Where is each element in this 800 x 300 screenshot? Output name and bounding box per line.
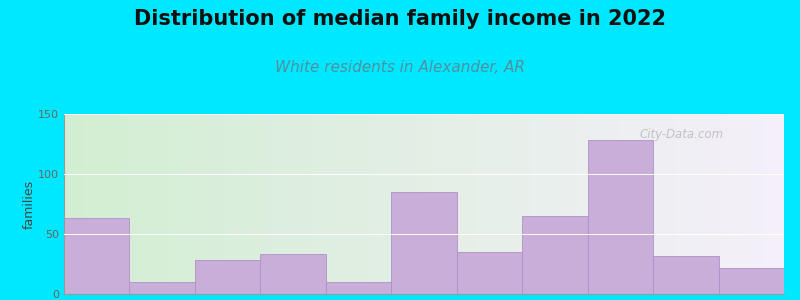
Text: Distribution of median family income in 2022: Distribution of median family income in … (134, 9, 666, 29)
Bar (391, 192, 457, 294)
Bar (195, 260, 260, 294)
Text: White residents in Alexander, AR: White residents in Alexander, AR (275, 60, 525, 75)
Bar (457, 252, 522, 294)
Bar (260, 254, 326, 294)
Bar (653, 256, 718, 294)
Y-axis label: families: families (22, 179, 35, 229)
Bar (522, 216, 588, 294)
Bar (64, 218, 130, 294)
Text: City-Data.com: City-Data.com (640, 128, 724, 141)
Bar (718, 268, 784, 294)
Bar (130, 282, 195, 294)
Bar (588, 140, 653, 294)
Bar (326, 282, 391, 294)
